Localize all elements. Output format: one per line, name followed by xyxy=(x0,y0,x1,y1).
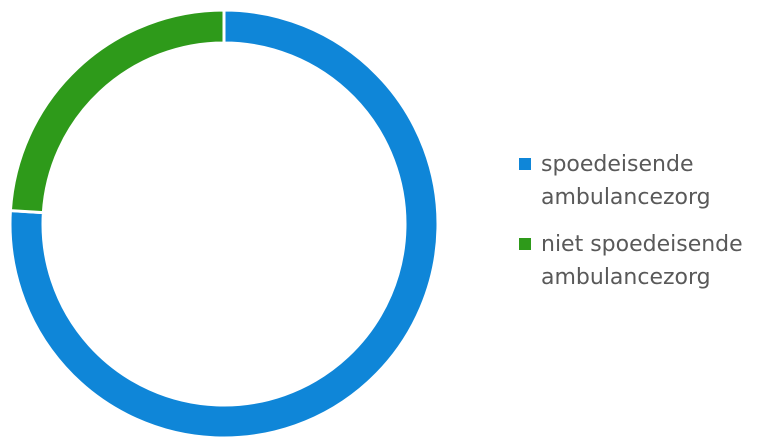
legend-swatch-spoedeisende xyxy=(519,158,531,170)
legend-item-spoedeisende: spoedeisende ambulancezorg xyxy=(519,148,759,214)
legend-label-niet-spoedeisende: niet spoedeisende ambulancezorg xyxy=(541,232,743,290)
legend-item-niet-spoedeisende: niet spoedeisende ambulancezorg xyxy=(519,228,759,294)
donut-slices xyxy=(8,8,440,437)
donut-slice-1 xyxy=(8,8,226,215)
legend-swatch-niet-spoedeisende xyxy=(519,238,531,250)
legend-label-spoedeisende: spoedeisende ambulancezorg xyxy=(541,152,711,210)
donut-slice-0 xyxy=(8,8,440,437)
legend: spoedeisende ambulancezorg niet spoedeis… xyxy=(519,148,759,308)
